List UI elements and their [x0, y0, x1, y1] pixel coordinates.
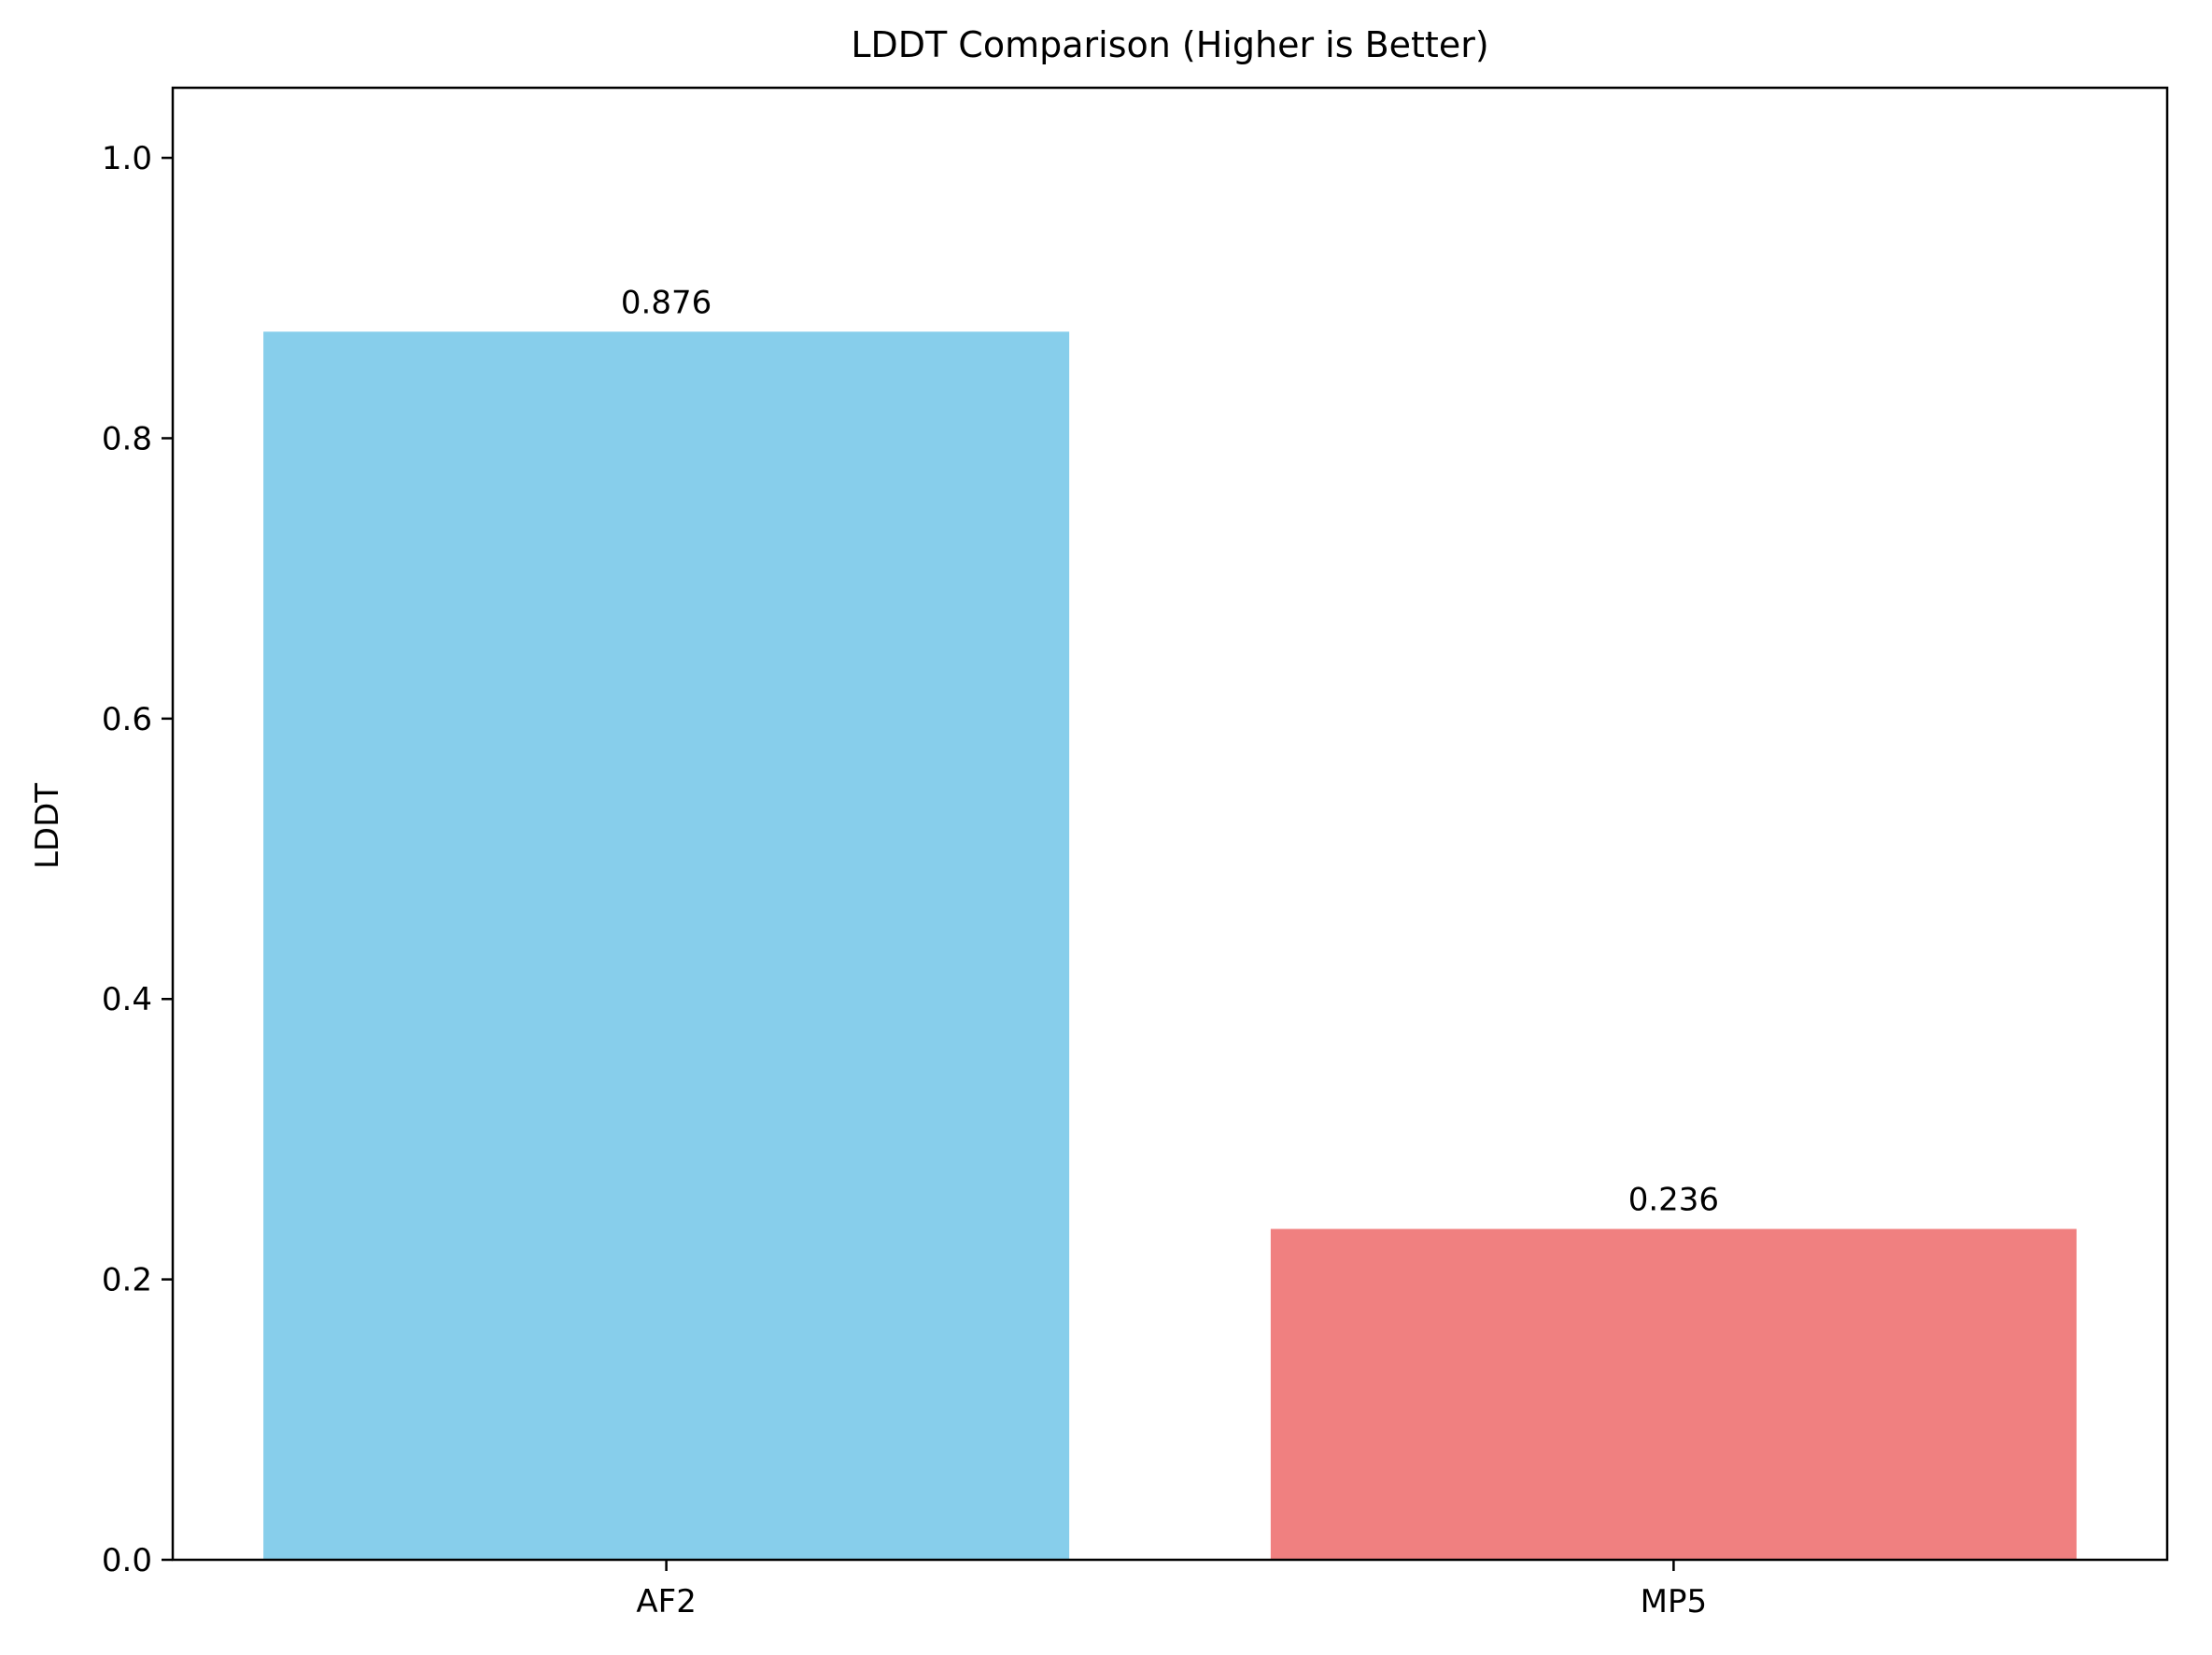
x-tick-label-mp5: MP5 [1641, 1583, 1707, 1620]
x-tick-label-af2: AF2 [636, 1583, 696, 1620]
y-tick-label: 1.0 [102, 140, 152, 177]
bar-af2 [263, 331, 1070, 1560]
y-tick-label: 0.2 [102, 1262, 152, 1299]
bar-value-label-mp5: 0.236 [1628, 1182, 1719, 1219]
chart-title: LDDT Comparison (Higher is Better) [851, 24, 1488, 65]
y-tick-label: 0.4 [102, 981, 152, 1018]
x-axis-ticks: AF2 MP5 [636, 1560, 1707, 1620]
bar-value-label-af2: 0.876 [621, 284, 712, 321]
y-tick-label: 0.6 [102, 701, 152, 738]
bars-layer [263, 331, 2077, 1560]
y-tick-label: 0.8 [102, 420, 152, 457]
bar-value-labels: 0.876 0.236 [621, 284, 1719, 1218]
y-tick-label: 0.0 [102, 1542, 152, 1579]
bar-mp5 [1270, 1228, 2077, 1560]
y-axis-ticks: 0.0 0.2 0.4 0.6 0.8 1.0 [102, 140, 173, 1579]
plot-frame [171, 86, 2169, 1562]
y-axis-label: LDDT [29, 783, 66, 869]
